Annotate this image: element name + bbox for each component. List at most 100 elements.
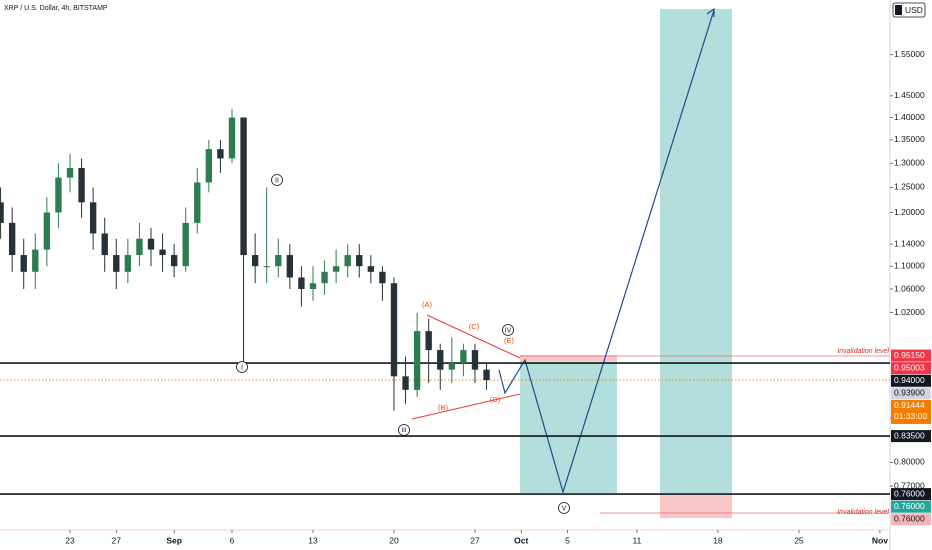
y-tick-label: 1.20000 xyxy=(894,207,925,217)
wave-label: I xyxy=(241,364,243,371)
price-label-box xyxy=(891,362,931,375)
wave-label: IV xyxy=(505,327,512,334)
y-tick-label: 1.45000 xyxy=(894,90,925,100)
wave-circle xyxy=(502,324,514,336)
price-label: 0.91444 xyxy=(894,400,925,410)
candle-body xyxy=(66,167,74,178)
candle-body xyxy=(402,376,409,390)
y-tick-label: 0.80000 xyxy=(894,457,925,467)
price-countdown: 01:33:00 xyxy=(894,411,927,421)
risk-box xyxy=(520,355,617,362)
x-tick-label: 11 xyxy=(633,535,642,545)
x-tick-label: 5 xyxy=(565,535,570,545)
candle-body xyxy=(471,350,479,370)
candle-body xyxy=(89,202,97,234)
candle-body xyxy=(483,369,490,381)
wave-label: II xyxy=(275,177,279,184)
candle-body xyxy=(124,255,132,272)
price-label: 0.93900 xyxy=(894,388,925,398)
price-label-box xyxy=(891,513,931,526)
price-label: 0.83500 xyxy=(894,430,925,440)
candle-body xyxy=(332,266,340,272)
candle-body xyxy=(460,350,467,364)
price-label-box xyxy=(891,500,931,513)
projection-path xyxy=(498,9,715,495)
candle-body xyxy=(170,255,178,267)
candle-body xyxy=(321,271,328,284)
y-tick-label: 1.40000 xyxy=(894,112,925,122)
candle-body xyxy=(147,238,155,250)
y-tick-label: 0.77000 xyxy=(894,480,925,490)
subwave-label: (C) xyxy=(469,322,480,331)
currency-label[interactable]: USD xyxy=(905,5,923,15)
x-tick-label: 27 xyxy=(112,535,122,545)
price-label: 0.95150 xyxy=(894,350,925,360)
candle-body xyxy=(425,331,432,351)
candle-body xyxy=(390,283,398,377)
candle-body xyxy=(298,277,305,290)
wave-label: III xyxy=(401,428,406,434)
candle-body xyxy=(286,255,294,278)
candle-body xyxy=(344,255,351,267)
annotation: Invalidation level xyxy=(837,509,889,516)
x-tick-label: Nov xyxy=(872,535,888,545)
candle-body xyxy=(32,249,39,272)
x-tick-label: 18 xyxy=(713,535,723,545)
candle-body xyxy=(448,363,456,370)
candle-body xyxy=(367,266,375,272)
candle-body xyxy=(275,255,282,267)
x-tick-label: 6 xyxy=(230,535,235,545)
subwave-label: (D) xyxy=(490,395,501,404)
price-label: 0.76000 xyxy=(894,488,925,498)
candle-body xyxy=(251,255,259,267)
y-tick-label: 1.35000 xyxy=(894,134,925,144)
candle-body xyxy=(309,283,317,290)
candle-body xyxy=(194,182,201,223)
wave-circle xyxy=(271,174,283,186)
candle-body xyxy=(263,266,270,268)
subwave-label: (E) xyxy=(504,336,515,345)
wave-label: V xyxy=(562,505,567,512)
price-label-box xyxy=(891,374,931,387)
candle-body xyxy=(0,202,4,223)
y-tick-label: 1.10000 xyxy=(894,260,925,270)
y-tick-label: 1.25000 xyxy=(894,182,925,192)
wave-circle xyxy=(236,361,248,373)
candle-body xyxy=(413,331,421,390)
candle-body xyxy=(182,222,189,267)
x-tick-label: Sep xyxy=(166,535,182,545)
risk-box xyxy=(660,494,732,518)
candle-body xyxy=(101,233,108,256)
x-tick-label: 20 xyxy=(389,535,399,545)
y-tick-label: 1.06000 xyxy=(894,283,925,293)
x-tick-label: 27 xyxy=(470,535,480,545)
candle-body xyxy=(379,271,386,284)
price-label: 0.94000 xyxy=(894,375,925,385)
y-tick-label: 1.14000 xyxy=(894,238,925,248)
price-label: 0.95003 xyxy=(894,362,925,372)
candle-body xyxy=(437,350,444,370)
projection-arrow xyxy=(706,7,715,17)
price-label-box xyxy=(891,387,931,400)
candle-body xyxy=(217,149,224,159)
price-label-box xyxy=(891,430,931,443)
x-tick-label: 23 xyxy=(65,535,75,545)
candle-body xyxy=(43,212,51,250)
currency-icon xyxy=(895,5,902,15)
candle-body xyxy=(78,167,85,203)
x-tick-label: 25 xyxy=(794,535,804,545)
x-tick-label: 13 xyxy=(308,535,318,545)
candle-body xyxy=(55,177,62,213)
triangle-line xyxy=(411,393,521,420)
triangle-line xyxy=(426,314,521,359)
chart-title: XRP / U.S. Dollar, 4h, BITSTAMP xyxy=(4,5,108,12)
subwave-label: (A) xyxy=(422,300,433,309)
wave-circle xyxy=(558,502,570,514)
y-tick-label: 1.55000 xyxy=(894,49,925,59)
price-label-box xyxy=(891,399,931,424)
annotation: Invalidation level xyxy=(837,348,889,355)
x-tick-label: Oct xyxy=(514,535,528,545)
candle-body xyxy=(228,117,236,159)
